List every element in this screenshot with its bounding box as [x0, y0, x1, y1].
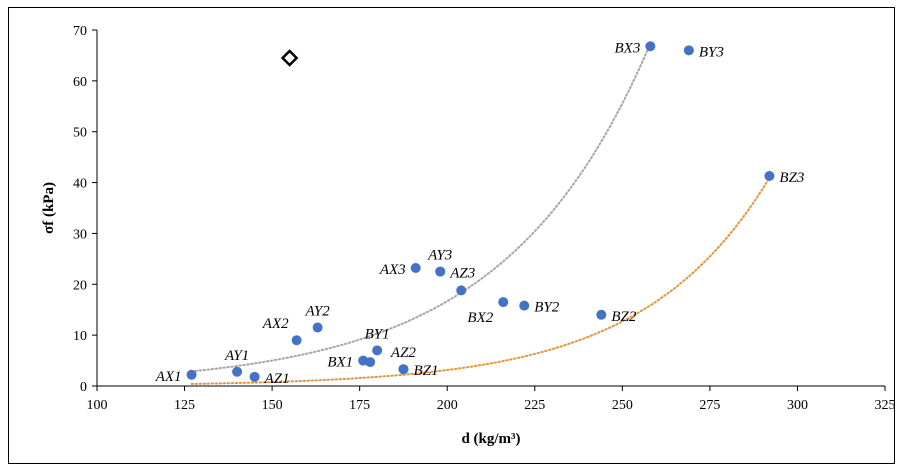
point-label-az3: AZ3 — [449, 266, 475, 282]
trendline-2 — [190, 176, 771, 385]
x-tick-label: 150 — [262, 398, 283, 413]
trendlines — [190, 42, 771, 385]
point-label-ax3: AX3 — [379, 262, 406, 278]
data-point — [398, 364, 409, 375]
point-label-bx1: BX1 — [327, 355, 353, 371]
extra-markers — [280, 49, 299, 67]
chart-frame — [8, 7, 895, 464]
point-label-bz3: BZ3 — [779, 170, 804, 186]
y-tick-label: 60 — [73, 75, 87, 90]
x-tick-label: 200 — [437, 398, 458, 413]
diamond-marker — [280, 49, 299, 67]
data-point — [312, 322, 323, 333]
point-label-ax1: AX1 — [155, 369, 182, 385]
point-label-by2: BY2 — [534, 300, 560, 316]
point-label-bx3: BX3 — [615, 40, 641, 56]
y-tick-label: 30 — [73, 227, 87, 242]
point-label-ay2: AY2 — [305, 304, 331, 320]
x-tick-label: 300 — [787, 398, 808, 413]
point-label-ax2: AX2 — [262, 316, 289, 332]
x-tick-label: 125 — [174, 398, 195, 413]
x-ticks: 100 125 150 175 200 225 250 275 300 325 — [87, 386, 896, 413]
y-ticks: 0 10 20 30 40 50 60 70 — [73, 24, 97, 395]
data-point — [456, 285, 467, 296]
y-tick-label: 10 — [73, 329, 87, 344]
data-point — [683, 45, 694, 56]
data-point — [291, 335, 302, 346]
point-label-bx2: BX2 — [467, 310, 493, 326]
data-point — [498, 297, 509, 308]
x-tick-label: 325 — [875, 398, 896, 413]
point-label-az2: AZ2 — [390, 345, 417, 361]
axes — [96, 30, 885, 387]
y-tick-label: 20 — [73, 278, 87, 293]
data-point — [410, 263, 421, 274]
point-label-by1: BY1 — [365, 326, 390, 342]
x-tick-label: 275 — [699, 398, 720, 413]
y-tick-label: 40 — [73, 177, 87, 192]
data-point — [519, 300, 530, 311]
x-tick-label: 250 — [612, 398, 633, 413]
data-points — [186, 41, 775, 382]
point-label-bz1: BZ1 — [413, 363, 438, 379]
data-point — [365, 357, 376, 368]
y-tick-label: 50 — [73, 126, 87, 141]
x-axis-title: d (kg/m³) — [461, 431, 520, 447]
data-point — [249, 371, 260, 382]
data-point — [764, 170, 775, 181]
point-label-az1: AZ1 — [264, 371, 290, 387]
x-tick-label: 225 — [524, 398, 545, 413]
x-tick-label: 175 — [349, 398, 370, 413]
data-point — [232, 366, 243, 377]
y-tick-label: 0 — [80, 380, 87, 395]
x-tick-label: 100 — [87, 398, 108, 413]
data-point — [645, 41, 656, 52]
y-axis-title: σf (kPa) — [41, 182, 57, 234]
point-label-bz2: BZ2 — [611, 309, 637, 325]
trendline-1 — [190, 42, 652, 373]
point-label-ay3: AY3 — [427, 248, 452, 264]
data-point — [186, 369, 197, 380]
data-point — [435, 266, 446, 277]
point-label-ay1: AY1 — [224, 348, 249, 364]
y-tick-label: 70 — [73, 24, 87, 39]
data-point — [596, 309, 607, 320]
point-label-by3: BY3 — [699, 44, 724, 60]
data-point — [372, 345, 383, 356]
